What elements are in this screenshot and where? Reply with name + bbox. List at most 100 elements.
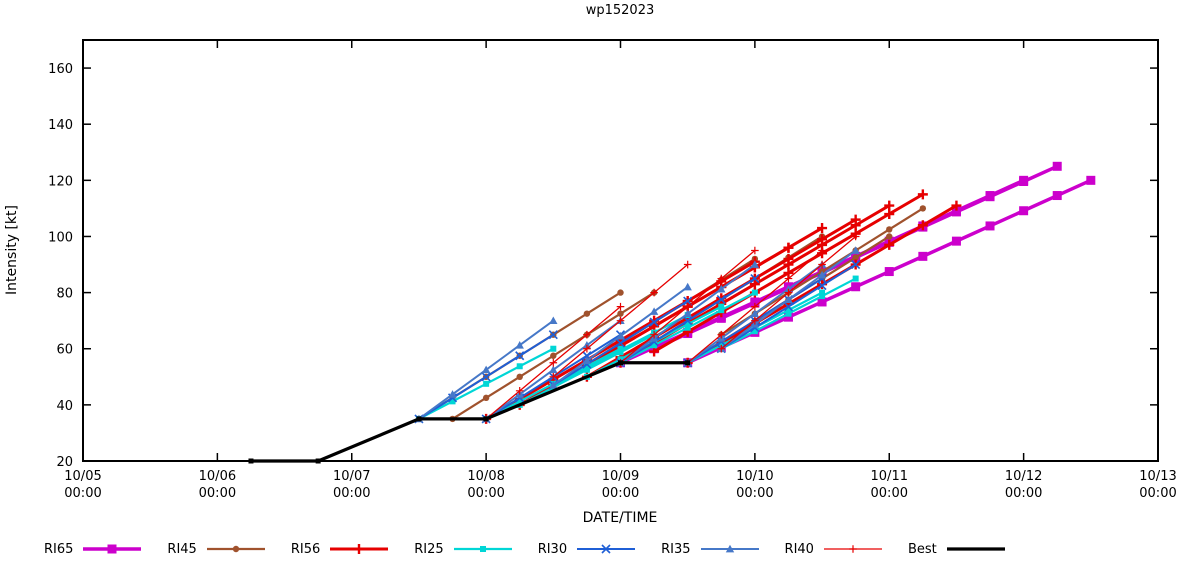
- ri40-marker: [515, 387, 524, 395]
- ri25-marker: [483, 380, 490, 387]
- ri56-marker: [850, 220, 861, 231]
- x-tick-label-time: 00:00: [1005, 486, 1042, 501]
- y-tick-label: 20: [56, 455, 73, 470]
- ri30-marker: [716, 295, 726, 305]
- ri30-marker: [548, 330, 558, 340]
- ri40-marker: [818, 246, 826, 255]
- ri56-marker: [917, 220, 928, 231]
- ri65-marker: [951, 207, 961, 217]
- y-tick-label: 140: [48, 118, 73, 133]
- axes: 10/05 00:00 10/06 00:00 10/07 00:00 10/08 00:00…: [48, 39, 1177, 501]
- ri30-marker: [649, 317, 659, 327]
- legend-item-ri65: RI65: [44, 541, 143, 557]
- legend-label-ri40: RI40: [784, 541, 814, 557]
- ri35-marker: [649, 307, 659, 315]
- legend-label-best: Best: [907, 541, 937, 557]
- ri30-marker: [783, 302, 794, 312]
- ri25-marker: [819, 289, 826, 296]
- ri40-marker: [583, 344, 591, 353]
- ri65-marker: [1019, 206, 1029, 216]
- x-tick-label-time: 00:00: [1139, 486, 1176, 501]
- ri25-marker: [516, 363, 523, 370]
- ri40-marker: [683, 302, 692, 311]
- y-tick-label: 100: [48, 230, 73, 245]
- x-tick-label-day: 10/09: [602, 469, 639, 484]
- best-marker: [315, 458, 321, 464]
- plot-area: wp152023 Intensity [kt] DATE/TIME 10/05 0…: [4, 3, 1177, 526]
- legend-item-ri35: RI35: [661, 541, 760, 557]
- ri65-marker: [1019, 177, 1029, 187]
- ri65-marker: [107, 544, 117, 554]
- ri45-marker: [919, 205, 927, 212]
- ri45-marker: [550, 352, 557, 359]
- ri35-marker: [725, 544, 734, 553]
- ri25-marker: [751, 289, 758, 296]
- ri56-marker: [884, 209, 895, 220]
- series-ri30: [414, 259, 861, 424]
- chart-title: wp152023: [586, 3, 655, 18]
- ri56-marker: [951, 200, 962, 211]
- ri35-marker: [616, 331, 625, 340]
- ri30-marker: [615, 338, 626, 348]
- legend-item-ri30: RI30: [538, 541, 637, 557]
- ri25-marker: [852, 275, 859, 282]
- ri25-marker: [785, 310, 792, 317]
- best-marker: [685, 360, 691, 366]
- ri35-marker: [582, 356, 592, 365]
- ri35-marker: [549, 381, 558, 389]
- ri25-marker: [550, 345, 557, 352]
- ri40-marker: [583, 330, 591, 339]
- x-tick-label-day: 10/11: [871, 469, 908, 484]
- legend-swatch-ri40: [823, 545, 882, 553]
- y-tick-label: 80: [56, 287, 73, 302]
- ri56-marker: [817, 223, 828, 234]
- ri45-marker: [516, 373, 523, 380]
- y-tick-label: 60: [56, 343, 73, 358]
- ri40-marker: [751, 316, 759, 325]
- ri40-marker: [549, 373, 558, 381]
- ri30-marker: [683, 316, 693, 326]
- ri25-marker: [718, 303, 725, 310]
- legend-swatch-ri30: [577, 544, 636, 554]
- ri40-marker: [683, 260, 692, 269]
- ri45-marker: [617, 289, 624, 296]
- ri45-marker: [583, 310, 591, 317]
- legend-swatch-ri35: [700, 544, 759, 553]
- ri35-marker: [750, 309, 760, 318]
- ri25-marker: [516, 398, 523, 405]
- ri25-marker: [684, 324, 691, 331]
- x-tick-label-day: 10/08: [467, 469, 504, 484]
- x-tick-label-time: 00:00: [871, 486, 908, 501]
- ri65-marker: [716, 313, 726, 323]
- ri35-marker: [448, 390, 457, 398]
- legend-label-ri65: RI65: [44, 541, 74, 557]
- x-tick-label-day: 10/06: [199, 469, 236, 484]
- ri35-marker: [481, 365, 491, 374]
- ri56-marker: [783, 259, 794, 270]
- ri40-marker: [818, 260, 826, 269]
- legend: RI65 RI45 RI56 RI25 RI30 RI35 RI40 Best: [0, 531, 1182, 567]
- ri65-marker: [918, 251, 928, 261]
- x-tick-label-time: 00:00: [467, 486, 504, 501]
- ri35-marker: [683, 309, 692, 318]
- ri56-marker: [884, 239, 895, 250]
- y-tick-label: 120: [48, 174, 73, 189]
- ri30-marker: [817, 281, 827, 291]
- ri65-marker: [884, 267, 894, 277]
- ri40-marker: [784, 274, 793, 283]
- ri65-marker: [985, 221, 995, 231]
- ri56-marker: [917, 189, 928, 200]
- ri40-marker: [549, 358, 558, 367]
- legend-item-ri40: RI40: [785, 541, 884, 557]
- legend-label-ri30: RI30: [537, 541, 568, 557]
- ri35-marker: [683, 282, 692, 291]
- ri40-marker: [751, 302, 759, 311]
- x-tick-label-time: 00:00: [333, 486, 370, 501]
- ri40-marker: [717, 330, 726, 339]
- legend-swatch-ri25: [453, 546, 512, 552]
- ri65-marker: [851, 282, 861, 292]
- ri35-marker: [851, 246, 860, 254]
- ri40-marker: [851, 232, 860, 241]
- ri65-marker: [783, 312, 793, 322]
- ri30-marker: [515, 351, 525, 361]
